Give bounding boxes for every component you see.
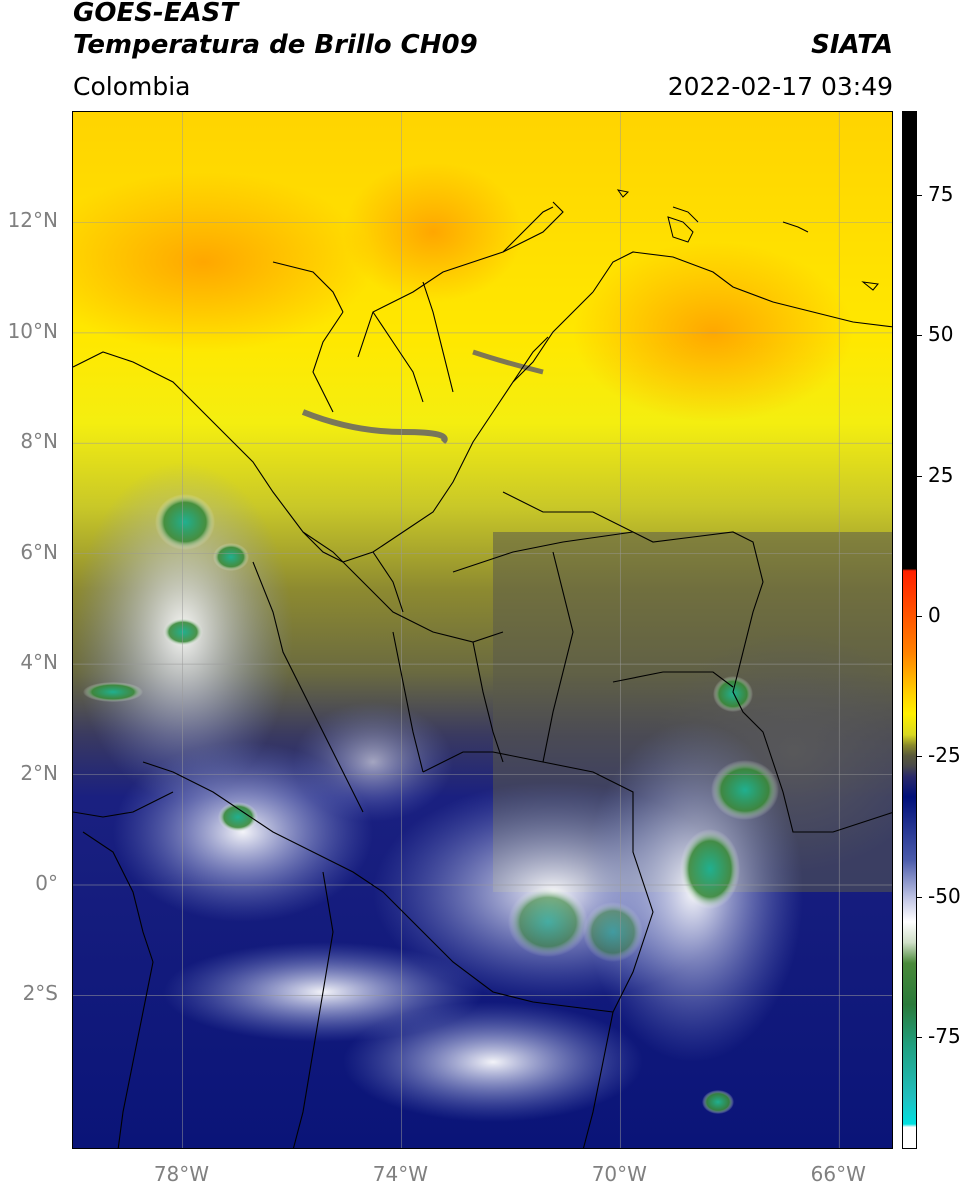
- colorbar-tick-label: 0: [928, 602, 941, 627]
- colorbar-tick: [917, 756, 922, 758]
- product-title: Temperatura de Brillo CH09: [73, 30, 478, 60]
- lat-label: 2°N: [20, 760, 58, 785]
- lat-label: 8°N: [20, 429, 58, 454]
- lon-label: 70°W: [591, 1162, 647, 1186]
- lon-label: 66°W: [810, 1162, 866, 1186]
- colorbar-tick-label: 25: [928, 462, 954, 487]
- colorbar-tick: [917, 615, 922, 617]
- lat-label: 2°S: [22, 981, 58, 1006]
- timestamp-label: 2022-02-17 03:49: [667, 72, 893, 101]
- satellite-title: GOES-EAST: [73, 0, 239, 28]
- lon-label: 78°W: [153, 1162, 210, 1186]
- colorbar-tick: [917, 896, 922, 898]
- lat-label: 10°N: [7, 318, 58, 343]
- colorbar-tick-label: -25: [928, 743, 961, 768]
- colorbar-tick-label: -75: [928, 1023, 961, 1048]
- colorbar-gradient: [903, 112, 916, 1148]
- region-label: Colombia: [73, 72, 191, 101]
- colorbar-tick: [917, 1036, 922, 1038]
- colorbar-tick-label: 75: [928, 182, 954, 207]
- colorbar-tick-label: 50: [928, 322, 954, 347]
- colorbar: [902, 111, 917, 1149]
- colorbar-tick: [917, 195, 922, 197]
- lat-label: 6°N: [20, 539, 58, 564]
- satellite-map: [72, 111, 893, 1149]
- islands: [616, 189, 879, 291]
- graticule: [73, 112, 892, 1148]
- country-borders: [73, 201, 892, 1148]
- lon-label: 74°W: [372, 1162, 428, 1186]
- map-image: [73, 112, 892, 1148]
- brand-label: SIATA: [811, 30, 893, 60]
- colorbar-tick: [917, 335, 922, 337]
- colorbar-tick: [917, 475, 922, 477]
- lat-label: 12°N: [7, 208, 58, 233]
- lat-label: 4°N: [20, 650, 58, 675]
- colorbar-tick-label: -50: [928, 883, 961, 908]
- lat-label: 0°: [35, 870, 58, 895]
